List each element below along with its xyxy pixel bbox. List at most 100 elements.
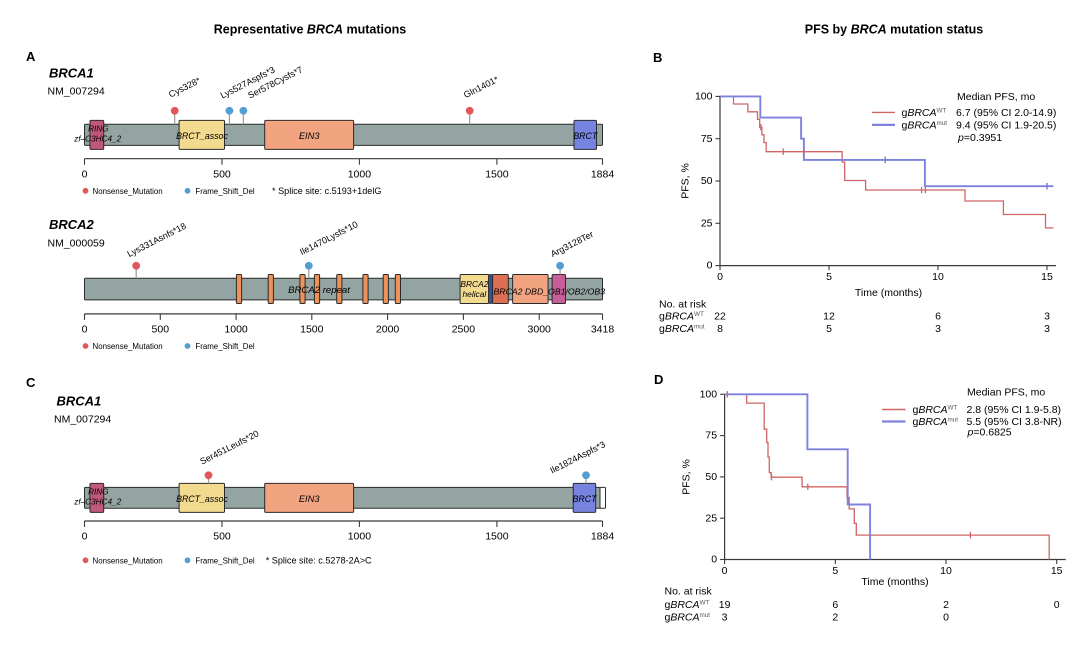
svg-text:Median PFS, mo: Median PFS, mo (967, 387, 1045, 399)
svg-text:BRCT_assoc: BRCT_assoc (176, 494, 228, 504)
svg-text:* Splice site: c.5278-2A>C: * Splice site: c.5278-2A>C (266, 556, 372, 566)
svg-text:25: 25 (705, 512, 717, 524)
svg-text:500: 500 (213, 168, 231, 180)
svg-text:BRCT: BRCT (573, 494, 598, 504)
svg-text:PFS, %: PFS, % (680, 163, 692, 199)
svg-text:100: 100 (695, 91, 713, 103)
svg-text:3: 3 (722, 612, 728, 624)
svg-text:5: 5 (832, 565, 838, 577)
svg-text:gBRCAWT: gBRCAWT (659, 311, 704, 323)
svg-text:12: 12 (823, 311, 835, 323)
svg-text:10: 10 (940, 565, 952, 577)
svg-text:RING: RING (88, 488, 109, 497)
svg-text:3418: 3418 (591, 324, 615, 336)
svg-text:BRCA2 DBD_OB1/OB2/OB3: BRCA2 DBD_OB1/OB2/OB3 (494, 287, 606, 297)
svg-text:1000: 1000 (348, 168, 372, 180)
svg-text:3: 3 (1044, 323, 1050, 335)
svg-text:1000: 1000 (348, 531, 372, 543)
svg-text:RING: RING (88, 125, 109, 134)
svg-text:Representative BRCA mutations: Representative BRCA mutations (214, 23, 406, 37)
svg-text:500: 500 (152, 324, 170, 336)
svg-text:No. at risk: No. at risk (659, 299, 707, 311)
svg-text:50: 50 (701, 175, 713, 187)
svg-text:25: 25 (701, 217, 713, 229)
svg-text:gBRCAWT: gBRCAWT (913, 404, 958, 416)
svg-text:Frame_Shift_Del: Frame_Shift_Del (195, 342, 254, 351)
svg-text:EIN3: EIN3 (299, 494, 320, 504)
svg-text:NM_007294: NM_007294 (54, 414, 111, 426)
svg-text:gBRCAmut: gBRCAmut (913, 416, 959, 428)
svg-text:3: 3 (935, 323, 941, 335)
svg-text:8: 8 (717, 323, 723, 335)
svg-text:BRCA2: BRCA2 (460, 279, 488, 289)
svg-text:No. at risk: No. at risk (665, 586, 713, 598)
svg-text:B: B (653, 50, 662, 65)
svg-text:5: 5 (826, 271, 832, 283)
svg-text:gBRCAWT: gBRCAWT (902, 107, 947, 119)
svg-text:1000: 1000 (224, 324, 248, 336)
svg-text:p=0.6825: p=0.6825 (967, 427, 1012, 439)
svg-text:C: C (26, 375, 36, 390)
svg-text:0: 0 (1054, 599, 1060, 611)
svg-text:helical: helical (463, 289, 488, 299)
svg-text:500: 500 (213, 531, 231, 543)
svg-text:1500: 1500 (300, 324, 324, 336)
svg-text:3000: 3000 (528, 324, 552, 336)
svg-text:gBRCAmut: gBRCAmut (659, 323, 705, 335)
svg-text:2500: 2500 (452, 324, 476, 336)
svg-text:0: 0 (707, 260, 713, 272)
svg-text:9.4 (95% CI 1.9-20.5): 9.4 (95% CI 1.9-20.5) (956, 120, 1056, 132)
svg-text:zf–C3HC4_2: zf–C3HC4_2 (73, 498, 121, 507)
svg-text:Frame_Shift_Del: Frame_Shift_Del (195, 556, 254, 565)
svg-text:0: 0 (722, 565, 728, 577)
svg-text:BRCA2: BRCA2 (49, 217, 95, 232)
svg-text:gBRCAWT: gBRCAWT (665, 599, 710, 611)
svg-text:D: D (654, 372, 663, 387)
svg-text:BRCA1: BRCA1 (49, 66, 94, 81)
svg-text:1500: 1500 (485, 531, 509, 543)
svg-text:0: 0 (717, 271, 723, 283)
svg-text:1500: 1500 (485, 168, 509, 180)
svg-text:6: 6 (832, 599, 838, 611)
svg-text:75: 75 (701, 133, 713, 145)
svg-text:0: 0 (82, 168, 88, 180)
svg-text:Nonsense_Mutation: Nonsense_Mutation (93, 556, 163, 565)
svg-text:2: 2 (832, 612, 838, 624)
svg-text:BRCT: BRCT (573, 131, 598, 141)
svg-text:PFS, %: PFS, % (681, 459, 693, 495)
svg-text:EIN3: EIN3 (299, 131, 320, 141)
svg-text:NM_000059: NM_000059 (48, 238, 105, 250)
svg-text:PFS by BRCA mutation status: PFS by BRCA mutation status (805, 23, 984, 37)
svg-text:p=0.3951: p=0.3951 (957, 132, 1002, 144)
svg-text:22: 22 (714, 311, 726, 323)
svg-text:15: 15 (1041, 271, 1053, 283)
svg-text:Nonsense_Mutation: Nonsense_Mutation (93, 187, 163, 196)
svg-text:0: 0 (943, 612, 949, 624)
svg-text:5.5 (95% CI 3.8-NR): 5.5 (95% CI 3.8-NR) (967, 416, 1062, 428)
svg-text:Frame_Shift_Del: Frame_Shift_Del (195, 187, 254, 196)
svg-text:2.8 (95% CI 1.9-5.8): 2.8 (95% CI 1.9-5.8) (967, 404, 1062, 416)
svg-text:100: 100 (700, 388, 718, 400)
svg-text:NM_007294: NM_007294 (48, 86, 105, 98)
svg-text:1884: 1884 (591, 531, 615, 543)
svg-text:5: 5 (826, 323, 832, 335)
svg-text:BRCT_assoc: BRCT_assoc (176, 131, 228, 141)
svg-text:gBRCAmut: gBRCAmut (665, 612, 711, 624)
svg-text:Time (months): Time (months) (855, 287, 922, 299)
svg-text:0: 0 (82, 324, 88, 336)
svg-text:* Splice site: c.5193+1delG: * Splice site: c.5193+1delG (272, 186, 381, 196)
svg-text:A: A (26, 49, 36, 64)
svg-text:0: 0 (711, 554, 717, 566)
svg-text:50: 50 (705, 471, 717, 483)
svg-text:BRCA1: BRCA1 (57, 394, 102, 409)
svg-text:1884: 1884 (591, 168, 615, 180)
svg-text:zf–C3HC4_2: zf–C3HC4_2 (73, 135, 121, 144)
svg-text:2000: 2000 (376, 324, 400, 336)
svg-text:0: 0 (82, 531, 88, 543)
svg-text:2: 2 (943, 599, 949, 611)
svg-text:6: 6 (935, 311, 941, 323)
svg-text:gBRCAmut: gBRCAmut (902, 120, 948, 132)
svg-text:Time (months): Time (months) (861, 576, 928, 588)
svg-text:10: 10 (932, 271, 944, 283)
svg-text:BRCA2 repeat: BRCA2 repeat (288, 285, 350, 296)
